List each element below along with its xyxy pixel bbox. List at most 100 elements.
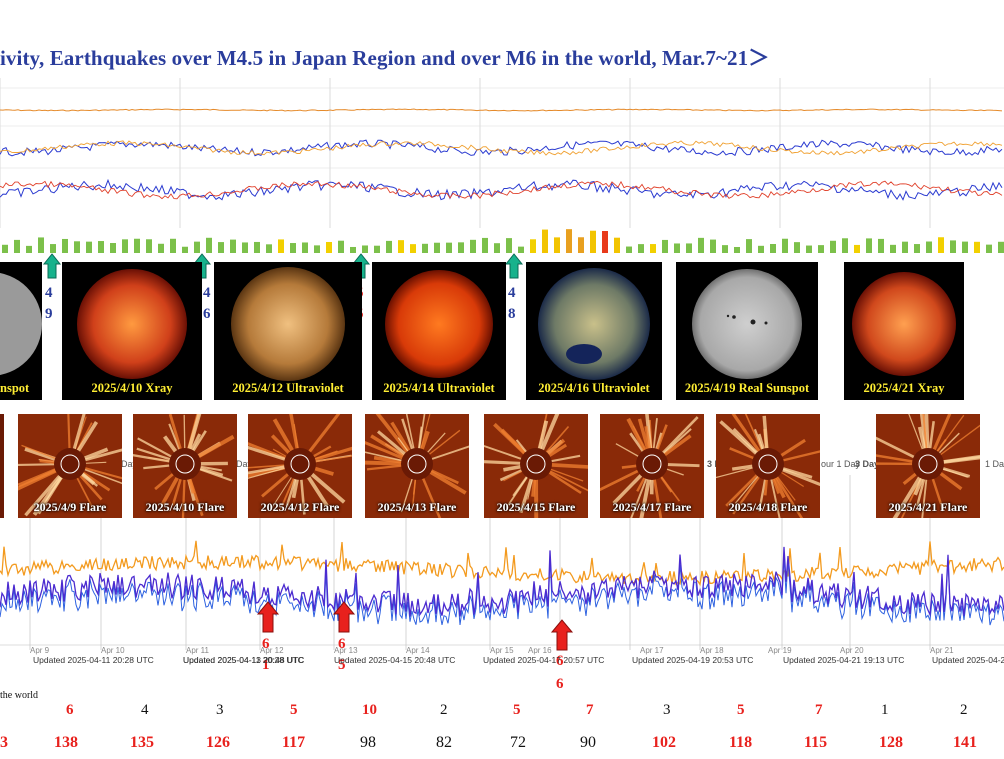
world-count: 1 xyxy=(881,702,889,718)
apr-label: Apr 12 xyxy=(260,646,284,655)
red-arrow-icons xyxy=(256,601,574,651)
updated-label: Updated 2025-04-23 xyxy=(932,655,1004,665)
solar-wind-strip xyxy=(0,78,1004,256)
world-count: 7 xyxy=(815,702,823,718)
sunspot-number: 128 xyxy=(879,734,903,751)
red-arrow-icon xyxy=(256,601,280,633)
world-count: 2 xyxy=(440,702,448,718)
world-count: 5 xyxy=(513,702,521,718)
updated-label: Updated 2025-04-21 19:13 UTC xyxy=(783,655,905,665)
updated-label: Updated 2025-04-11 20:28 UTC xyxy=(183,655,304,665)
red-arrow-1-bottom: 1 xyxy=(262,657,270,673)
world-count: 6 xyxy=(66,702,74,718)
apr-label: Apr 14 xyxy=(406,646,430,655)
tab-label-5: 1 Day xyxy=(985,459,1004,469)
sun-caption-5: 2025/4/19 Real Sunspot xyxy=(684,381,810,395)
green-arrow-icon xyxy=(42,253,62,279)
world-count: 3 xyxy=(663,702,671,718)
sun-caption-6: 2025/4/21 Xray xyxy=(863,381,945,395)
flare-image-0415: 2025/4/15 Flare xyxy=(484,414,588,518)
flare-caption-7: 2025/4/18 Flare xyxy=(728,500,808,514)
sun-caption-1: 2025/4/10 Xray xyxy=(91,381,173,395)
apr-label: Apr 16 xyxy=(528,646,552,655)
sunspot-number: 90 xyxy=(580,734,596,751)
red-arrow-icon xyxy=(332,601,356,633)
sunspot-number: 118 xyxy=(729,734,753,751)
apr-label: Apr 15 xyxy=(490,646,514,655)
marker-1-top: 4 xyxy=(45,285,53,301)
apr-label: Apr 10 xyxy=(101,646,125,655)
red-arrow-2-bottom: 5 xyxy=(338,657,346,673)
row-label: the world xyxy=(0,690,39,701)
sun-image-sunspot-0419: 2025/4/19 Real Sunspot xyxy=(676,262,818,400)
red-arrow-3-top: 6 xyxy=(556,653,564,669)
flare-caption-5: 2025/4/15 Flare xyxy=(496,500,576,514)
sunspot-number: 115 xyxy=(804,734,828,751)
tab-label-4: 3 Day xyxy=(855,459,880,469)
updated-label-prev: Updated 2025-04-11 20:28 UTC xyxy=(33,655,154,665)
flare-caption-2: 2025/4/10 Flare xyxy=(145,500,225,514)
page-title: ivity, Earthquakes over M4.5 in Japan Re… xyxy=(0,46,770,70)
sun-image-uv-0416: 2025/4/16 Ultraviolet xyxy=(526,262,662,400)
sun-image-uv-0412: 2025/4/12 Ultraviolet xyxy=(214,262,362,400)
sun-caption-2: 2025/4/12 Ultraviolet xyxy=(232,381,344,395)
apr-label: Apr 21 xyxy=(930,646,954,655)
updated-label: Updated 2025-04-13 20:48 UTC xyxy=(183,655,305,665)
flare-caption-3: 2025/4/12 Flare xyxy=(260,500,340,514)
flare-image-0413: 2025/4/13 Flare xyxy=(365,414,469,518)
red-arrow-2-top: 6 xyxy=(338,636,346,652)
apr-label: Apr 19 xyxy=(768,646,792,655)
apr-label: Apr 20 xyxy=(840,646,864,655)
marker-1-bottom: 9 xyxy=(45,306,53,322)
updated-label: Updated 2025-04-15 20:48 UTC xyxy=(334,655,456,665)
red-arrow-1-top: 6 xyxy=(262,636,270,652)
flare-image-0412: 2025/4/12 Flare xyxy=(248,414,352,518)
sunspot-number: 138 xyxy=(54,734,78,751)
flare-image-0418: 2025/4/18 Flare xyxy=(716,414,820,518)
flare-image-0417: 2025/4/17 Flare xyxy=(600,414,704,518)
red-arrow-icon xyxy=(550,619,574,651)
flare-caption-8: 2025/4/21 Flare xyxy=(888,500,968,514)
sun-image-xray-0410: 2025/4/10 Xray xyxy=(62,262,202,400)
apr-label: Apr 18 xyxy=(700,646,724,655)
sunspot-number: 135 xyxy=(130,734,154,751)
sunspot-number: 3 xyxy=(0,734,8,751)
world-count: 5 xyxy=(737,702,745,718)
flare-image-0421: 2025/4/21 Flare xyxy=(876,414,980,518)
sun-image-uv-0414: 2025/4/14 Ultraviolet xyxy=(372,262,506,400)
apr-label: Apr 11 xyxy=(186,646,209,655)
marker-2-right2: 6 xyxy=(203,306,211,322)
apr-label: Apr 9 xyxy=(30,646,50,655)
updated-label: Updated 2025-04-19 20:53 UTC xyxy=(632,655,754,665)
sun-image-xray-0421: 2025/4/21 Xray xyxy=(844,262,964,400)
sunspot-number: 126 xyxy=(206,734,230,751)
world-count: 4 xyxy=(141,702,149,718)
updated-label: Updated 2025-04-17 20:57 UTC xyxy=(483,655,605,665)
red-arrow-3-bottom: 6 xyxy=(556,676,564,692)
marker-2-right: 4 xyxy=(203,285,211,301)
world-count: 7 xyxy=(586,702,594,718)
marker-4-top: 4 xyxy=(508,285,516,301)
flare-caption-6: 2025/4/17 Flare xyxy=(612,500,692,514)
solar-wind-plots xyxy=(0,78,1004,253)
world-count: 2 xyxy=(960,702,968,718)
sunspot-number: 72 xyxy=(510,734,526,751)
flare-caption-1: 2025/4/9 Flare xyxy=(33,500,107,514)
sun-image-partial: nspot xyxy=(0,262,42,400)
tab-label-0: Day xyxy=(121,459,138,469)
sun-caption-4: 2025/4/16 Ultraviolet xyxy=(538,381,650,395)
apr-label: Apr 17 xyxy=(640,646,664,655)
flare-image-0410: 2025/4/10 Flare xyxy=(133,414,237,518)
tab-label-1: Day xyxy=(236,459,253,469)
marker-4-bottom: 8 xyxy=(508,306,516,322)
world-count: 5 xyxy=(290,702,298,718)
flare-caption-4: 2025/4/13 Flare xyxy=(377,500,457,514)
sunspot-number: 117 xyxy=(282,734,306,751)
world-count: 10 xyxy=(362,702,377,718)
flare-image-0409: 2025/4/9 Flare xyxy=(18,414,122,518)
flare-image-partial xyxy=(0,414,4,518)
tab-label-3: our 1 Day xyxy=(821,459,861,469)
sun-caption-3: 2025/4/14 Ultraviolet xyxy=(383,381,495,395)
sunspot-number: 82 xyxy=(436,734,452,751)
world-count: 3 xyxy=(216,702,224,718)
